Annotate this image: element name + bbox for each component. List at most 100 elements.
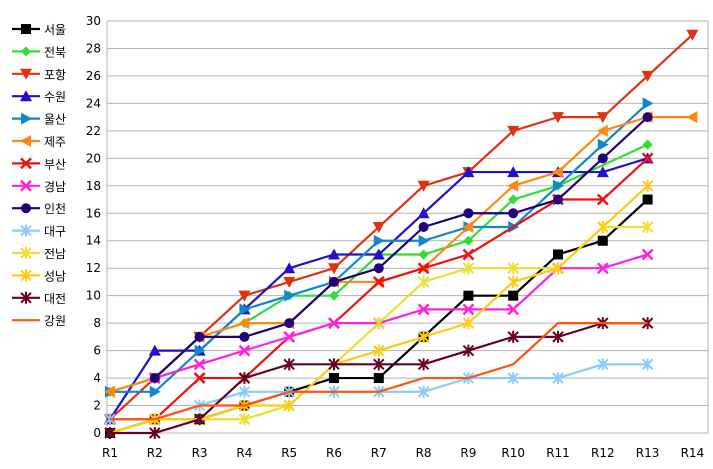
x-tick-label: R10 xyxy=(501,446,525,460)
data-point xyxy=(507,330,519,343)
data-point xyxy=(553,194,563,205)
data-point xyxy=(238,372,251,385)
data-point xyxy=(372,222,385,233)
legend-label: 제주 xyxy=(44,135,66,149)
data-point xyxy=(418,234,430,247)
data-point xyxy=(238,344,251,357)
data-point xyxy=(507,372,519,385)
data-point xyxy=(149,385,161,398)
x-tick-label: R7 xyxy=(371,446,387,460)
data-point xyxy=(329,276,339,287)
data-point xyxy=(507,262,519,275)
data-point xyxy=(642,139,653,150)
data-point xyxy=(553,249,563,260)
y-tick-label: 8 xyxy=(93,316,101,330)
data-point xyxy=(642,97,654,110)
data-point xyxy=(328,248,340,260)
y-tick-label: 30 xyxy=(86,14,101,28)
data-point xyxy=(328,317,340,330)
y-tick-label: 16 xyxy=(86,206,101,220)
data-point xyxy=(372,276,385,288)
data-point xyxy=(373,344,385,357)
legend-label: 대구 xyxy=(44,225,66,239)
y-tick-label: 18 xyxy=(86,179,101,193)
legend-label: 수원 xyxy=(44,90,66,104)
legend-label: 포항 xyxy=(44,68,66,82)
y-tick-label: 0 xyxy=(93,426,101,440)
data-point xyxy=(20,269,32,282)
data-point xyxy=(20,90,32,102)
data-point xyxy=(373,263,384,274)
data-point xyxy=(552,262,564,275)
data-point xyxy=(104,385,115,398)
data-point xyxy=(641,70,654,82)
legend-entry: 서울 xyxy=(12,23,66,37)
legend-entry: 전남 xyxy=(12,247,66,261)
data-point xyxy=(329,373,339,384)
data-point xyxy=(20,247,32,259)
data-point xyxy=(462,303,475,316)
data-point xyxy=(686,29,699,41)
data-point xyxy=(686,111,698,124)
data-point xyxy=(20,224,32,237)
data-point xyxy=(21,46,31,57)
y-tick-label: 4 xyxy=(93,371,101,385)
legend-label: 전북 xyxy=(44,45,66,59)
data-point xyxy=(418,249,429,260)
data-point xyxy=(596,262,609,275)
data-point xyxy=(463,235,474,246)
data-point xyxy=(283,276,296,288)
data-point xyxy=(507,303,520,316)
data-point xyxy=(552,166,563,179)
data-point xyxy=(238,317,250,330)
series-line xyxy=(154,116,649,379)
data-point xyxy=(596,166,609,178)
y-tick-label: 2 xyxy=(93,399,101,413)
data-point xyxy=(641,221,654,233)
x-tick-label: R5 xyxy=(281,446,297,460)
legend-entry: 인천 xyxy=(12,201,66,216)
y-tick-label: 24 xyxy=(86,96,101,110)
data-point xyxy=(238,385,251,398)
data-point xyxy=(328,263,340,275)
data-point xyxy=(596,193,609,206)
x-tick-label: R6 xyxy=(326,446,342,460)
data-point xyxy=(552,372,564,385)
data-point xyxy=(284,318,295,329)
data-point xyxy=(508,290,519,301)
data-point xyxy=(597,153,608,164)
data-point xyxy=(507,125,520,137)
data-point xyxy=(21,112,32,125)
x-tick-label: R12 xyxy=(591,446,615,460)
data-point xyxy=(238,290,251,302)
legend-label: 서울 xyxy=(44,23,66,37)
x-tick-label: R11 xyxy=(546,446,570,460)
chart-series xyxy=(104,29,699,439)
data-point xyxy=(508,194,519,205)
x-tick-label: R3 xyxy=(192,446,208,460)
data-point xyxy=(597,235,608,246)
legend-label: 인천 xyxy=(44,201,66,216)
data-point xyxy=(417,385,430,398)
data-point xyxy=(462,248,475,261)
series-line xyxy=(109,33,694,421)
legend-label: 성남 xyxy=(44,269,66,283)
series-line xyxy=(110,322,648,421)
data-point xyxy=(149,373,160,384)
data-point xyxy=(148,344,161,356)
legend-label: 울산 xyxy=(44,113,66,127)
data-point xyxy=(642,112,653,123)
data-point xyxy=(372,248,385,260)
data-point xyxy=(329,290,339,301)
data-point xyxy=(20,135,31,147)
series-대전 xyxy=(104,317,654,439)
legend-entry: 수원 xyxy=(12,90,66,104)
data-point xyxy=(463,208,474,219)
data-point xyxy=(597,138,609,151)
data-point xyxy=(417,330,430,343)
legend-entry: 전북 xyxy=(12,45,66,59)
data-point xyxy=(417,275,430,288)
data-point xyxy=(417,180,430,192)
